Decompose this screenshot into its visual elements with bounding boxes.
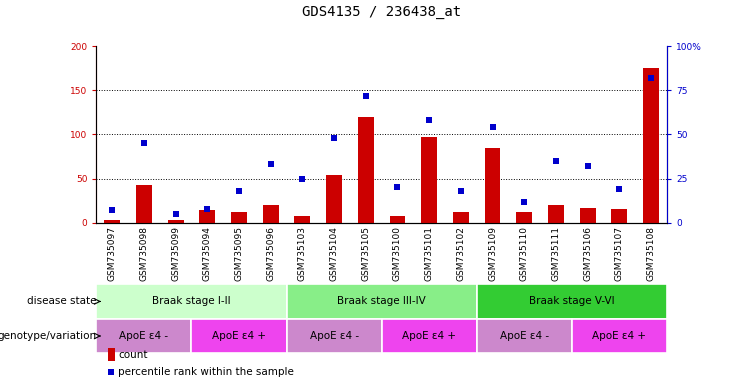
Bar	[476, 284, 667, 319]
Bar	[167, 220, 184, 223]
Point	[391, 184, 403, 190]
Bar	[263, 205, 279, 223]
Text: GSM735101: GSM735101	[425, 226, 433, 281]
Bar	[516, 212, 532, 223]
Bar	[287, 284, 476, 319]
Point	[645, 75, 657, 81]
Bar	[643, 68, 659, 223]
Bar	[421, 137, 437, 223]
Bar	[611, 210, 628, 223]
Text: GSM735105: GSM735105	[362, 226, 370, 281]
Bar	[96, 284, 287, 319]
Point	[328, 135, 340, 141]
Text: GSM735095: GSM735095	[234, 226, 244, 281]
Text: GSM735103: GSM735103	[298, 226, 307, 281]
Bar	[485, 148, 500, 223]
Text: ApoE ε4 +: ApoE ε4 +	[592, 331, 646, 341]
Text: GSM735097: GSM735097	[107, 226, 116, 281]
Point	[511, 281, 522, 287]
Text: ApoE ε4 -: ApoE ε4 -	[310, 331, 359, 341]
Text: disease state: disease state	[27, 296, 97, 306]
Point	[487, 124, 499, 131]
Text: ApoE ε4 +: ApoE ε4 +	[402, 331, 456, 341]
Bar	[572, 319, 667, 353]
Text: percentile rank within the sample: percentile rank within the sample	[118, 366, 294, 377]
Bar	[287, 319, 382, 353]
Text: GSM735098: GSM735098	[139, 226, 148, 281]
Bar	[382, 319, 476, 353]
Text: GSM735102: GSM735102	[456, 226, 465, 281]
Text: GSM735100: GSM735100	[393, 226, 402, 281]
Text: Braak stage V-VI: Braak stage V-VI	[529, 296, 614, 306]
Text: Braak stage III-IV: Braak stage III-IV	[337, 296, 426, 306]
Bar	[453, 212, 469, 223]
Bar	[390, 216, 405, 223]
Bar	[326, 175, 342, 223]
Bar	[136, 185, 152, 223]
Point	[423, 117, 435, 123]
Bar	[104, 220, 120, 223]
Text: GSM735109: GSM735109	[488, 226, 497, 281]
Text: count: count	[118, 349, 147, 359]
Text: GSM735104: GSM735104	[330, 226, 339, 281]
Point	[265, 161, 276, 167]
Text: GSM735108: GSM735108	[647, 226, 656, 281]
Bar	[191, 319, 287, 353]
Text: GSM735107: GSM735107	[615, 226, 624, 281]
Text: GDS4135 / 236438_at: GDS4135 / 236438_at	[302, 5, 461, 19]
Point	[360, 93, 372, 99]
Point	[170, 211, 182, 217]
Text: ApoE ε4 +: ApoE ε4 +	[212, 331, 266, 341]
Point	[614, 186, 625, 192]
Bar	[96, 319, 191, 353]
Text: ApoE ε4 -: ApoE ε4 -	[119, 331, 168, 341]
Point	[455, 188, 467, 194]
Text: GSM735099: GSM735099	[171, 226, 180, 281]
Point	[550, 158, 562, 164]
Text: GSM735096: GSM735096	[266, 226, 275, 281]
Point	[518, 199, 530, 205]
Text: GSM735106: GSM735106	[583, 226, 592, 281]
Text: GSM735110: GSM735110	[519, 226, 529, 281]
Point	[233, 188, 245, 194]
Bar	[476, 319, 572, 353]
Text: ApoE ε4 -: ApoE ε4 -	[499, 331, 549, 341]
Bar	[107, 348, 115, 361]
Bar	[358, 117, 373, 223]
Point	[106, 207, 118, 214]
Bar	[548, 205, 564, 223]
Text: GSM735094: GSM735094	[203, 226, 212, 281]
Text: Braak stage I-II: Braak stage I-II	[152, 296, 230, 306]
Text: GSM735111: GSM735111	[551, 226, 560, 281]
Point	[296, 175, 308, 182]
Text: genotype/variation: genotype/variation	[0, 331, 97, 341]
Bar	[579, 208, 596, 223]
Bar	[231, 212, 247, 223]
Point	[202, 205, 213, 212]
Bar	[199, 210, 215, 223]
Point	[138, 140, 150, 146]
Point	[582, 163, 594, 169]
Bar	[294, 216, 310, 223]
